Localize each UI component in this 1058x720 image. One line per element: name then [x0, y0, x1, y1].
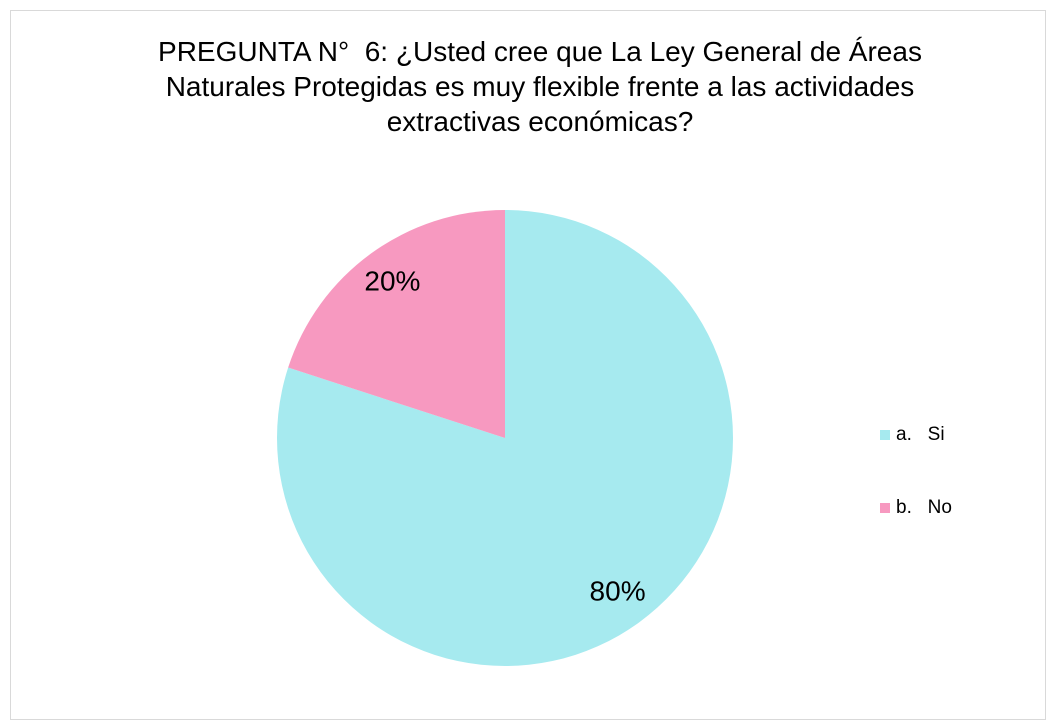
- legend-label: a. Si: [896, 424, 945, 445]
- legend-label: b. No: [896, 497, 952, 518]
- legend-swatch: [880, 430, 890, 440]
- chart-title: PREGUNTA N° 6: ¿Usted cree que La Ley Ge…: [158, 36, 930, 137]
- pie-slice: [277, 210, 733, 667]
- pie-slice: [288, 210, 505, 438]
- legend-swatch: [880, 503, 890, 513]
- data-label: 80%: [590, 575, 646, 606]
- data-label: 20%: [364, 265, 420, 296]
